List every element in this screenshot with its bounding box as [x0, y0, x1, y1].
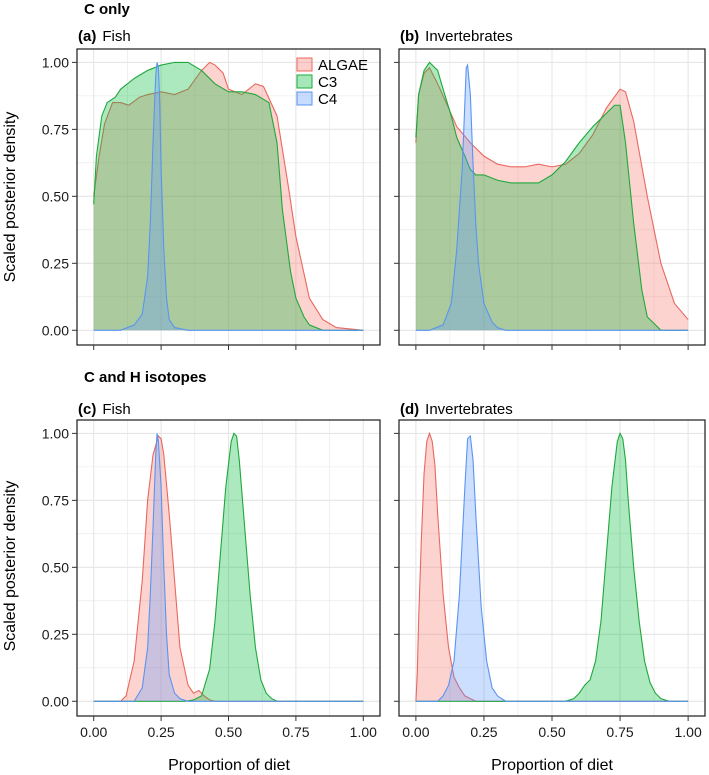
density-line-c3: [93, 61, 364, 331]
y-tick-label: 0.00: [42, 322, 69, 338]
legend-swatch-algae: [296, 57, 313, 72]
x-axis-title-left: Proportion of diet: [168, 757, 290, 774]
density-area-c3: [93, 62, 364, 331]
y-tick-label: 0.50: [42, 559, 69, 575]
density-area-algae: [415, 433, 689, 702]
x-tick-label: 1.00: [350, 724, 377, 740]
density-line-c4: [93, 62, 364, 331]
x-tick-label: 0.75: [606, 724, 633, 740]
density-area-c4: [93, 62, 364, 331]
panel-header-c: (c) Fish: [78, 401, 131, 418]
x-tick-label: 0.50: [215, 724, 242, 740]
panel-d-invertebrates-c-and-h: 0.00 0.25 0.50 0.75 1.00: [394, 419, 706, 740]
panel-name-a: Fish: [102, 28, 130, 45]
density-area-c4: [415, 65, 689, 331]
density-line-c4: [415, 63, 689, 331]
y-tick-label: 0.75: [42, 492, 69, 508]
panel-name-c: Fish: [102, 401, 130, 418]
y-axis-title-top: Scaled posterior density: [2, 112, 19, 283]
panel-tag-d: (d): [400, 401, 419, 418]
panel-c-fish-c-and-h: 0.00 0.25 0.50 0.75 1.00 0.00 0.25 0.50 0.75 1.00: [42, 419, 381, 740]
density-line-algae: [93, 435, 364, 702]
y-tick-label: 0.50: [42, 188, 69, 204]
panel-header-b: (b) Invertebrates: [400, 28, 513, 45]
panel-tag-b: (b): [400, 28, 419, 45]
y-tick-label: 1.00: [42, 54, 69, 70]
legend-swatch-c3: [296, 74, 313, 89]
density-area-c3: [415, 62, 689, 331]
density-line-c4: [415, 434, 689, 702]
panel-b-invertebrates-c-only: [394, 48, 706, 350]
panel-header-a: (a) Fish: [78, 28, 131, 45]
panel-a-fish-c-only: 0.00 0.25 0.50 0.75 1.00: [42, 48, 381, 350]
density-area-algae: [415, 67, 689, 331]
density-line-algae: [415, 66, 689, 320]
y-axis-title-bottom: Scaled posterior density: [2, 481, 19, 652]
x-tick-label: 0.25: [470, 724, 497, 740]
legend-swatch-c4: [296, 91, 313, 106]
panel-tag-c: (c): [78, 401, 96, 418]
y-tick-label: 1.00: [42, 425, 69, 441]
section-title-c-and-h: C and H isotopes: [84, 369, 207, 386]
x-tick-label: 0.25: [147, 724, 174, 740]
density-area-algae: [93, 62, 364, 331]
density-line-c3: [415, 431, 689, 702]
x-axis-title-right: Proportion of diet: [491, 757, 613, 774]
density-line-algae: [415, 431, 689, 702]
panel-tag-a: (a): [78, 28, 96, 45]
density-area-c3: [415, 433, 689, 702]
legend-label-c4: C4: [318, 91, 337, 108]
y-tick-label: 0.25: [42, 255, 69, 271]
panel-name-b: Invertebrates: [425, 28, 513, 45]
y-tick-label: 0.25: [42, 626, 69, 642]
legend-label-c3: C3: [318, 74, 337, 91]
density-line-c3: [93, 432, 364, 702]
x-tick-label: 0.75: [282, 724, 309, 740]
density-line-c4: [93, 433, 364, 702]
x-tick-label: 0.50: [538, 724, 565, 740]
legend-label-algae: ALGAE: [318, 57, 368, 74]
density-area-c3: [93, 433, 364, 702]
density-line-algae: [93, 61, 364, 331]
density-line-c3: [415, 61, 689, 331]
x-tick-label: 0.00: [402, 724, 429, 740]
panel-header-d: (d) Invertebrates: [400, 401, 513, 418]
y-tick-label: 0.75: [42, 121, 69, 137]
y-tick-label: 0.00: [42, 693, 69, 709]
x-tick-label: 1.00: [674, 724, 701, 740]
x-tick-label: 0.00: [80, 724, 107, 740]
panel-name-d: Invertebrates: [425, 401, 513, 418]
section-title-c-only: C only: [84, 1, 130, 18]
